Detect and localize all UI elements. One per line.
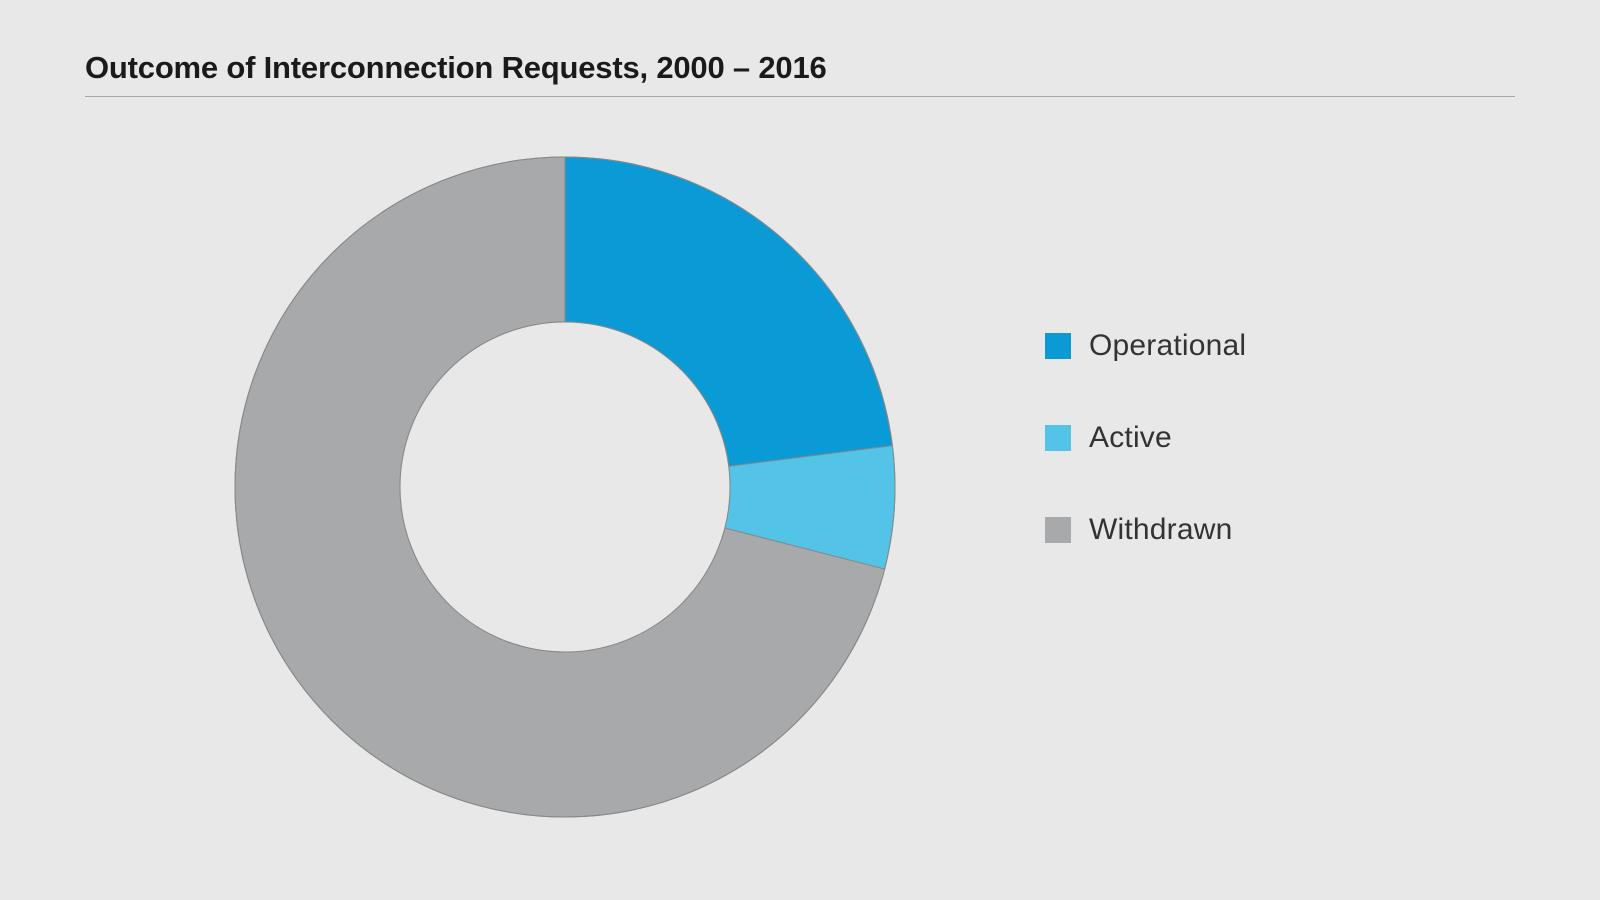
legend-swatch (1045, 425, 1071, 451)
legend-item: Active (1045, 421, 1246, 455)
legend-label: Operational (1089, 329, 1246, 363)
chart-area: Operational Active Withdrawn (85, 147, 1515, 827)
legend-item: Withdrawn (1045, 513, 1246, 547)
legend-label: Active (1089, 421, 1172, 455)
legend-label: Withdrawn (1089, 513, 1233, 547)
chart-title: Outcome of Interconnection Requests, 200… (85, 50, 1515, 97)
legend: Operational Active Withdrawn (1045, 329, 1246, 605)
legend-swatch (1045, 333, 1071, 359)
donut-chart (225, 147, 905, 827)
legend-item: Operational (1045, 329, 1246, 363)
legend-swatch (1045, 517, 1071, 543)
